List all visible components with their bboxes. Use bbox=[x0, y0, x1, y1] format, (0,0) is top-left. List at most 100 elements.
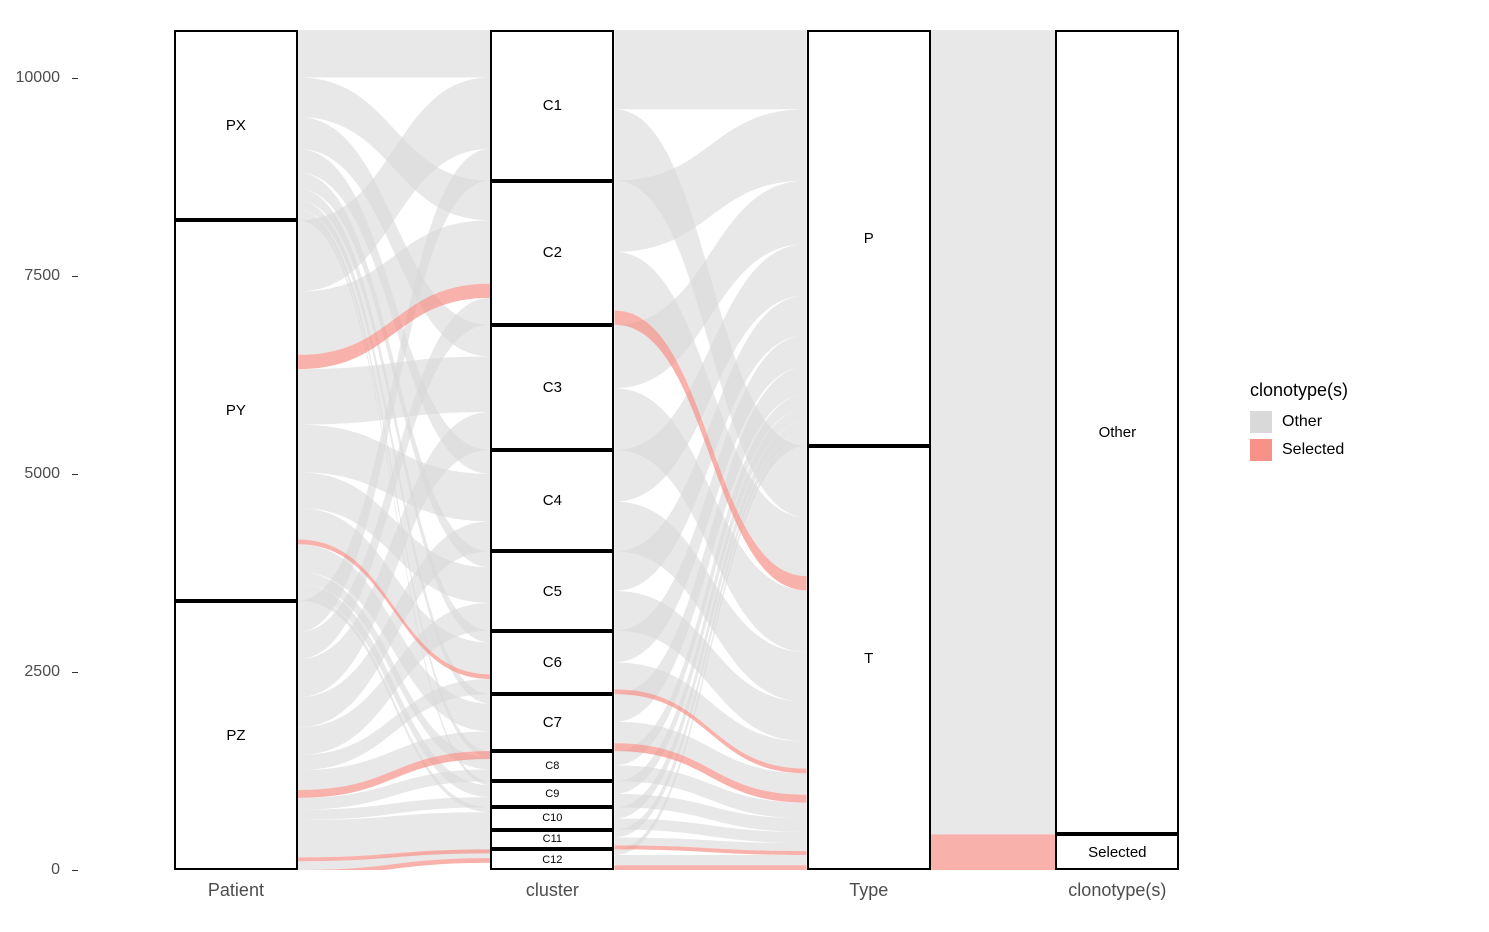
stratum: PY bbox=[174, 220, 298, 600]
flow-ribbon bbox=[298, 751, 490, 798]
flow-ribbon bbox=[298, 540, 490, 679]
x-axis-label: clonotype(s) bbox=[1068, 880, 1166, 901]
stratum: C6 bbox=[490, 631, 614, 694]
stratum: Selected bbox=[1055, 834, 1179, 870]
y-tick bbox=[72, 78, 78, 79]
flow-ribbon bbox=[614, 30, 806, 109]
flow-ribbon bbox=[614, 335, 806, 662]
legend-items: Other Selected bbox=[1250, 411, 1450, 461]
flow-ribbon bbox=[298, 149, 490, 474]
legend-label: Selected bbox=[1282, 441, 1344, 459]
stratum: C4 bbox=[490, 450, 614, 551]
flow-ribbon bbox=[298, 117, 490, 356]
y-tick-label: 0 bbox=[51, 861, 60, 879]
flow-ribbon bbox=[298, 521, 490, 727]
flow-ribbon bbox=[298, 572, 490, 769]
flow-ribbon bbox=[614, 421, 806, 818]
flow-ribbon bbox=[298, 849, 490, 870]
flow-ribbon bbox=[298, 298, 490, 659]
flow-ribbon bbox=[298, 188, 490, 642]
stratum: C11 bbox=[490, 830, 614, 850]
legend-swatch bbox=[1250, 411, 1272, 433]
y-tick bbox=[72, 672, 78, 673]
x-axis-label: Type bbox=[849, 880, 888, 901]
flow-ribbon bbox=[298, 220, 490, 355]
legend: clonotype(s) Other Selected bbox=[1250, 380, 1450, 467]
flow-ribbon bbox=[298, 596, 490, 812]
flow-ribbon bbox=[298, 769, 490, 809]
flow-ribbon bbox=[298, 508, 490, 674]
flow-ribbon bbox=[298, 544, 490, 731]
flow-ribbon bbox=[614, 845, 806, 855]
flow-ribbon bbox=[931, 30, 1055, 446]
y-tick-label: 10000 bbox=[16, 69, 61, 87]
flow-ribbon bbox=[298, 797, 490, 820]
stratum: Other bbox=[1055, 30, 1179, 834]
flow-ribbon bbox=[614, 689, 806, 773]
flow-ribbon bbox=[931, 446, 1055, 834]
legend-title: clonotype(s) bbox=[1250, 380, 1450, 401]
legend-item: Other bbox=[1250, 411, 1450, 433]
flow-ribbon bbox=[931, 834, 1055, 870]
flow-ribbon bbox=[298, 356, 490, 424]
flow-ribbon bbox=[614, 109, 806, 252]
flow-ribbon bbox=[614, 388, 806, 652]
flow-ribbon bbox=[614, 311, 806, 591]
flow-ribbon bbox=[298, 425, 490, 522]
flow-ribbon bbox=[298, 210, 490, 758]
flow-ribbon bbox=[298, 858, 490, 870]
flow-ribbon bbox=[614, 865, 806, 870]
plot-area: PXPYPZC1C2C3C4C5C6C7C8C9C10C11C12PTOther… bbox=[80, 30, 1210, 870]
stratum: C10 bbox=[490, 807, 614, 829]
stratum: C2 bbox=[490, 181, 614, 325]
flow-ribbon bbox=[614, 409, 806, 794]
x-axis: Patient cluster Type clonotype(s) bbox=[80, 880, 1210, 910]
flow-ribbon bbox=[614, 252, 806, 576]
flow-ribbon bbox=[614, 109, 806, 517]
flow-ribbon bbox=[614, 838, 806, 851]
flow-ribbon bbox=[298, 584, 490, 797]
flow-ribbon bbox=[614, 743, 806, 802]
stratum: C8 bbox=[490, 751, 614, 781]
x-axis-label: cluster bbox=[526, 880, 579, 901]
stratum: C9 bbox=[490, 781, 614, 807]
flow-ribbon bbox=[298, 149, 490, 632]
legend-label: Other bbox=[1282, 413, 1322, 431]
flow-ribbon bbox=[614, 855, 806, 865]
stratum: PZ bbox=[174, 601, 298, 870]
flow-ribbon bbox=[614, 502, 806, 702]
flow-ribbon bbox=[298, 30, 490, 78]
y-tick bbox=[72, 474, 78, 475]
legend-swatch bbox=[1250, 439, 1272, 461]
flow-ribbon bbox=[298, 731, 490, 790]
flow-ribbon bbox=[298, 284, 490, 370]
flow-ribbon bbox=[298, 830, 490, 858]
flow-ribbon bbox=[614, 765, 806, 818]
stratum: C3 bbox=[490, 325, 614, 450]
flow-ribbon bbox=[298, 472, 490, 603]
stratum: C1 bbox=[490, 30, 614, 181]
stratum: C12 bbox=[490, 849, 614, 870]
flow-ribbon bbox=[614, 662, 806, 768]
flow-ribbon bbox=[614, 433, 806, 838]
flow-ribbon bbox=[614, 722, 806, 795]
y-axis: 025005000750010000 bbox=[0, 30, 70, 870]
flow-ribbon bbox=[614, 395, 806, 766]
flow-ribbon bbox=[614, 244, 806, 502]
flow-ribbon bbox=[298, 603, 490, 755]
flow-ribbon bbox=[298, 78, 490, 292]
y-tick-label: 5000 bbox=[24, 465, 60, 483]
flow-ribbon bbox=[614, 794, 806, 832]
y-tick bbox=[72, 870, 78, 871]
y-tick bbox=[72, 276, 78, 277]
x-axis-label: Patient bbox=[208, 880, 264, 901]
flow-ribbon bbox=[298, 812, 490, 837]
stratum: PX bbox=[174, 30, 298, 220]
stratum: C5 bbox=[490, 551, 614, 630]
flow-ribbon bbox=[614, 440, 806, 854]
flow-ribbon bbox=[298, 216, 490, 785]
legend-item: Selected bbox=[1250, 439, 1450, 461]
flow-ribbon bbox=[298, 200, 490, 703]
y-tick-label: 2500 bbox=[24, 663, 60, 681]
flow-ribbon bbox=[614, 181, 806, 389]
